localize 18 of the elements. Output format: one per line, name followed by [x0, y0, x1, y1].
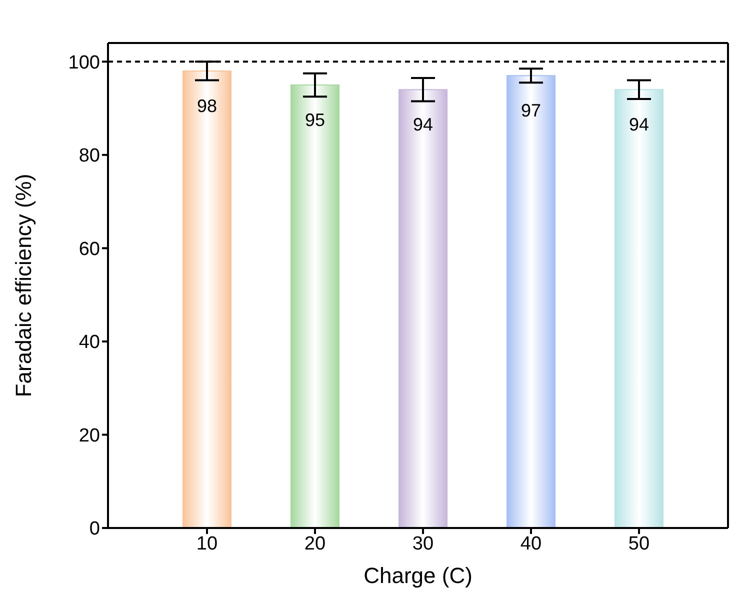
y-tick-label: 40 — [78, 332, 100, 354]
y-tick-label: 100 — [68, 52, 100, 74]
data-label: 95 — [304, 110, 326, 130]
x-tick-label: 30 — [412, 533, 434, 554]
y-tick-label: 0 — [89, 518, 100, 540]
data-label: 94 — [628, 114, 650, 134]
y-axis-title: Faradaic efficiency (%) — [10, 174, 36, 398]
x-tick-label: 40 — [520, 533, 542, 554]
x-axis-title: Charge (C) — [364, 563, 472, 588]
data-label: 97 — [520, 100, 542, 120]
x-tick-label: 50 — [628, 533, 650, 554]
x-tick-label: 10 — [196, 533, 218, 554]
y-tick-label: 80 — [78, 146, 100, 167]
y-tick-label: 60 — [78, 238, 100, 260]
data-label: 98 — [196, 96, 218, 116]
x-tick-label: 20 — [304, 533, 326, 554]
y-tick-label: 20 — [78, 425, 100, 446]
data-label: 94 — [412, 114, 434, 134]
